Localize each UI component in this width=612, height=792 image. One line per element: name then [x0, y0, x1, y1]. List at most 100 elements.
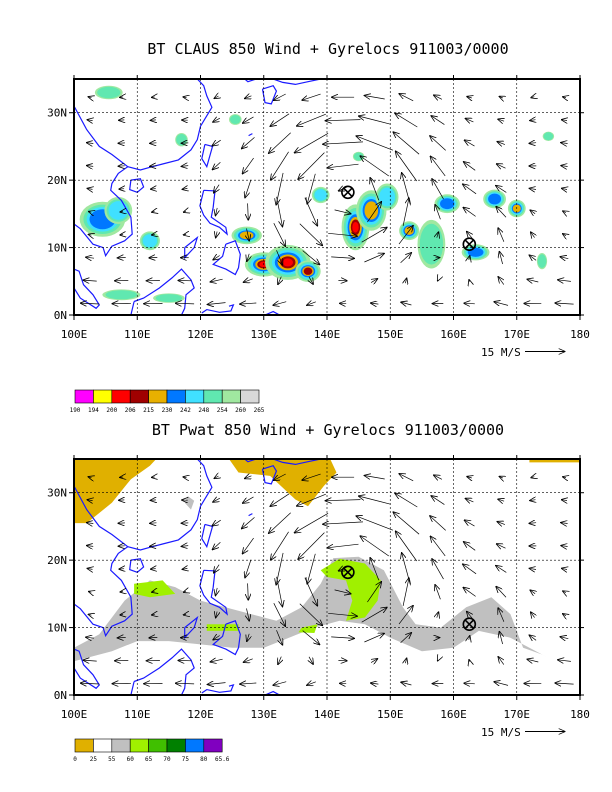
- claus-colorbar: 190 194 200 206 215 230 242 248 254 260 265: [70, 389, 265, 414]
- claus-colorbar-label-0: 190: [70, 407, 81, 414]
- claus-wind-vector-53: [247, 228, 250, 241]
- claus-wind-vector-120: [464, 303, 475, 304]
- pwat-xtick-label-0: 100E: [61, 708, 88, 721]
- pwat-wind-vector-109: [399, 474, 414, 482]
- claus-wind-vector-9: [88, 97, 91, 98]
- claus-wind-vector-94: [367, 202, 381, 223]
- claus-wind-vector-71: [309, 276, 313, 285]
- claus-wind-vector-0: [80, 303, 100, 304]
- claus-wind-vector-131: [498, 277, 504, 285]
- pwat-wind-vector-158: [561, 500, 567, 501]
- claus-wind-vector-77: [294, 132, 329, 153]
- claus-wind-vector-128: [465, 118, 474, 122]
- claus-wind-vector-79: [302, 93, 321, 100]
- pwat-colorbar-label-3: 60: [127, 756, 135, 763]
- claus-colorbar-swatch-1: [93, 389, 113, 404]
- pwat-moisture-region-5: [134, 580, 176, 598]
- pwat-wind-vector-136: [496, 544, 506, 548]
- pwat-wind-vector-72: [302, 630, 320, 645]
- pwat-wind-vector-119: [434, 475, 443, 479]
- claus-wind-vector-70: [307, 302, 316, 306]
- pwat-wind-vector-102: [400, 633, 412, 643]
- claus-colorbar-label-3: 206: [125, 407, 136, 414]
- claus-wind-vector-123: [467, 231, 473, 239]
- pwat-wind-vector-156: [561, 546, 568, 547]
- claus-coastline-5: [199, 189, 229, 236]
- claus-cloud-feature-10-level-2: [379, 187, 396, 207]
- claus-cloud-feature-13-level-3: [440, 198, 455, 210]
- claus-colorbar-swatch-0: [74, 389, 94, 404]
- pwat-wind-vector-154: [563, 591, 566, 593]
- claus-wind-vector-106: [395, 151, 417, 182]
- pwat-colorbar-label-0: 0: [73, 756, 77, 763]
- pwat-wind-vector-53: [247, 608, 250, 621]
- pwat-wind-vector-0: [80, 683, 100, 684]
- pwat-wind-vector-132: [499, 631, 502, 645]
- claus-wind-vector-108: [395, 113, 418, 128]
- claus-coastline-layer: [74, 79, 321, 315]
- claus-wind-vector-159: [563, 97, 566, 98]
- claus-colorbar-label-9: 260: [235, 407, 246, 414]
- pwat-wind-vector-55: [245, 559, 252, 578]
- claus-wind-vector-26: [150, 166, 157, 167]
- claus-xtick-label-1: 110E: [124, 328, 151, 341]
- pwat-colorbar-label-2: 55: [108, 756, 116, 763]
- pwat-wind-vector-125: [463, 564, 477, 575]
- pwat-wind-vector-49: [214, 476, 218, 479]
- claus-cloud-feature-23-level-1: [353, 152, 364, 161]
- pwat-wind-vector-144: [530, 590, 535, 594]
- claus-wind-vector-132: [499, 251, 502, 265]
- pwat-wind-vector-59: [245, 476, 252, 479]
- pwat-wind-vector-5: [87, 568, 92, 569]
- claus-wind-vector-119: [434, 95, 443, 99]
- pwat-wind-vector-127: [464, 520, 475, 527]
- pwat-colorbar-swatch-4: [148, 738, 168, 753]
- claus-xtick-label-5: 150E: [377, 328, 404, 341]
- pwat-wind-vector-155: [561, 568, 567, 569]
- claus-wind-vector-25: [150, 189, 155, 190]
- pwat-wind-vector-88: [325, 500, 361, 501]
- pwat-wind-vector-134: [496, 586, 507, 598]
- pwat-wind-vector-141: [527, 659, 539, 662]
- pwat-wind-vector-133: [498, 608, 505, 622]
- pwat-wind-vector-115: [432, 559, 444, 580]
- claus-wind-vector-105: [402, 173, 411, 206]
- pwat-wind-vector-124: [463, 587, 476, 597]
- claus-axis-ticks: 100E 110E 120E 130E 140E 150E 160E 170E 180 0N 10N…: [47, 75, 590, 341]
- pwat-wind-vector-25: [150, 569, 155, 570]
- claus-wind-vector-152: [560, 257, 569, 259]
- claus-cloud-feature-3-level-4: [239, 231, 254, 240]
- claus-xtick-label-8: 180: [570, 328, 590, 341]
- pwat-colorbar-swatch-6: [185, 738, 205, 753]
- pwat-xtick-label-5: 150E: [377, 708, 404, 721]
- claus-wind-vector-142: [529, 255, 537, 260]
- pwat-wind-vector-73: [299, 603, 323, 626]
- claus-colorbar-swatch-6: [185, 389, 205, 404]
- pwat-wind-vector-131: [498, 657, 504, 665]
- pwat-wind-vector-128: [465, 498, 474, 502]
- pwat-wind-vector-107: [393, 512, 420, 535]
- pwat-colorbar-label-7: 80: [200, 756, 208, 763]
- claus-wind-vector-138: [498, 119, 504, 121]
- pwat-coastline-11: [272, 459, 321, 466]
- claus-wind-vector-124: [463, 207, 476, 217]
- claus-wind-vector-35: [182, 188, 187, 189]
- claus-wind-vector-98: [358, 116, 391, 125]
- claus-wind-vector-135: [496, 186, 507, 193]
- claus-wind-vector-151: [558, 280, 571, 282]
- claus-wind-vector-86: [327, 163, 359, 168]
- claus-cloud-feature-18-level-1: [105, 290, 138, 300]
- claus-gyre-marker-1: [462, 237, 477, 251]
- pwat-xtick-label-8: 180: [570, 708, 590, 721]
- pwat-wind-vector-87: [323, 522, 364, 524]
- pwat-wind-vector-70: [307, 682, 316, 686]
- pwat-colorbar: 0 25 55 60 65 70 75 80 65.6: [73, 738, 230, 763]
- pwat-wind-vector-96: [360, 536, 390, 557]
- claus-wind-vector-125: [463, 184, 477, 195]
- claus-gyre-marker-0: [341, 185, 355, 200]
- claus-coastline-2: [127, 79, 213, 171]
- claus-wind-vector-30: [175, 303, 195, 304]
- pwat-wind-vector-120: [464, 683, 475, 684]
- claus-title: BT CLAUS 850 Wind + Gyrelocs 911003/0000: [147, 40, 508, 58]
- pwat-wind-vector-138: [498, 499, 504, 501]
